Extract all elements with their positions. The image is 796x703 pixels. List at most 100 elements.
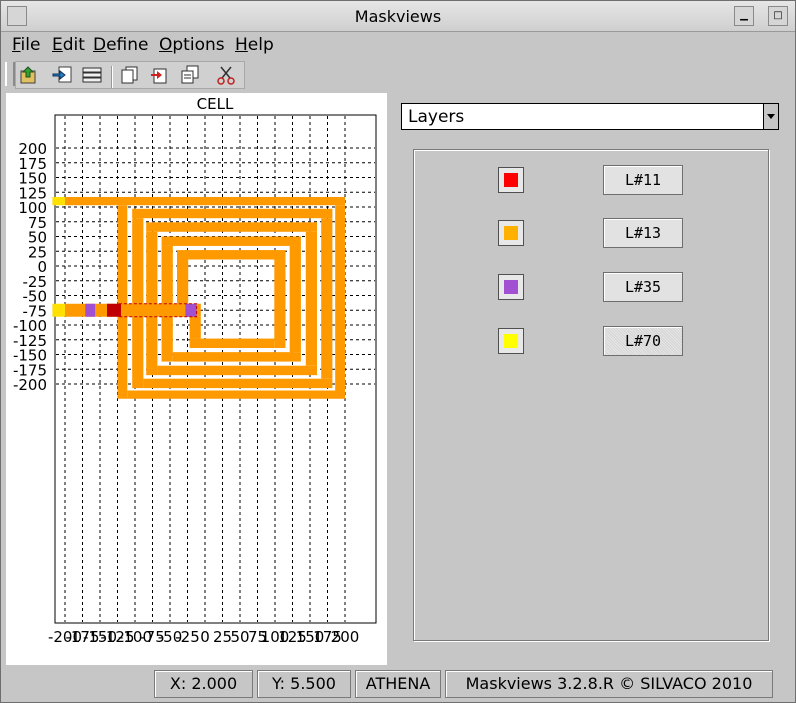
mask-shape-l13[interactable] (172, 352, 301, 362)
mask-shape-l70[interactable] (52, 196, 65, 206)
mask-shapes (52, 196, 345, 399)
x-tick-label: 0 (200, 628, 210, 646)
mask-shape-l13[interactable] (117, 205, 128, 399)
x-tick-label: -175 (65, 628, 99, 646)
mask-shape-l11[interactable] (107, 303, 121, 317)
x-tick-label: -125 (100, 628, 134, 646)
cell-view[interactable]: CELL 200 175 150 125 100 75 50 25 0 -25 -50 -75 -100… (6, 93, 387, 665)
y-tick-label: 200 (18, 140, 47, 158)
x-tick-label: 150 (296, 628, 325, 646)
mask-shape-l13[interactable] (305, 231, 317, 366)
chevron-down-icon[interactable] (763, 104, 778, 129)
x-axis-ticks: -200-175-150-125-100-75-50-25 0 2550751001… (48, 628, 359, 646)
mask-shape-l13[interactable] (274, 259, 286, 349)
x-tick-label: -200 (48, 628, 82, 646)
mask-shape-l13[interactable] (132, 218, 144, 389)
open-icon[interactable] (19, 65, 41, 85)
toolbar-grip[interactable] (5, 62, 15, 86)
mask-shape-l13[interactable] (189, 338, 275, 349)
status-y: Y: 5.500 (257, 670, 351, 698)
mask-shape-l13[interactable] (65, 196, 345, 206)
y-tick-label: 175 (18, 155, 47, 173)
mask-shape-l13[interactable] (177, 250, 286, 260)
x-tick-label: 75 (248, 628, 267, 646)
y-tick-label: 50 (28, 229, 47, 247)
layers-selector[interactable]: Layers (401, 103, 779, 130)
layers-stack-icon[interactable] (81, 65, 103, 85)
duplicate-icon[interactable] (179, 65, 201, 85)
menu-bar: File Edit Define Options Help (1, 32, 795, 58)
y-tick-label: 150 (18, 170, 47, 188)
layer-button-l70[interactable]: L#70 (603, 326, 683, 356)
mask-shape-l13[interactable] (321, 218, 333, 379)
layer-color-swatch[interactable] (498, 167, 524, 193)
menu-help[interactable]: Help (235, 35, 274, 55)
x-tick-label: 175 (313, 628, 342, 646)
mask-shape-l13[interactable] (65, 303, 201, 317)
maximize-icon[interactable]: □ (768, 6, 788, 26)
toolbar-separator (111, 66, 113, 88)
mask-shape-l13[interactable] (127, 390, 345, 399)
menu-edit[interactable]: Edit (52, 35, 85, 55)
x-tick-label: 50 (230, 628, 249, 646)
y-tick-label: 100 (18, 199, 47, 217)
layer-color-swatch[interactable] (498, 274, 524, 300)
mask-shape-l13[interactable] (289, 245, 301, 353)
mask-shape-l13[interactable] (335, 205, 345, 391)
mask-shape-l13[interactable] (132, 208, 333, 219)
x-tick-label: -100 (118, 628, 152, 646)
x-tick-label: -25 (175, 628, 200, 646)
mask-shape-l35[interactable] (185, 303, 197, 317)
mask-shape-l13[interactable] (161, 236, 301, 246)
minimize-icon[interactable]: ▁ (734, 6, 754, 26)
menu-options[interactable]: Options (159, 35, 225, 55)
layer-button-l35[interactable]: L#35 (603, 272, 683, 302)
layer-color-swatch[interactable] (498, 328, 524, 354)
y-tick-label: 125 (18, 184, 47, 202)
x-tick-label: 125 (278, 628, 307, 646)
copy-icon[interactable] (119, 65, 141, 85)
title-bar: Maskviews ▁ □ (1, 1, 795, 32)
mask-shape-l13[interactable] (157, 365, 317, 376)
layers-pane: Layers L#11 L#13 L#35 L#70 (389, 93, 791, 665)
x-tick-label: -75 (140, 628, 165, 646)
layer-button-l13[interactable]: L#13 (603, 218, 683, 248)
status-x: X: 2.000 (154, 670, 253, 698)
x-tick-label: -50 (158, 628, 183, 646)
x-tick-label: 200 (331, 628, 360, 646)
menu-define[interactable]: Define (93, 35, 149, 55)
y-tick-label: -175 (13, 361, 47, 379)
x-tick-label: -150 (83, 628, 117, 646)
menu-file[interactable]: File (12, 35, 41, 55)
mask-shape-l13[interactable] (177, 259, 189, 317)
y-tick-label: -100 (13, 317, 47, 335)
x-tick-label: 100 (261, 628, 290, 646)
layer-row: L#13 (414, 218, 768, 248)
layers-selector-value: Layers (408, 107, 465, 127)
layer-row: L#70 (414, 326, 768, 356)
mask-shape-l13[interactable] (189, 316, 201, 339)
mask-shape-l13[interactable] (146, 222, 317, 232)
delete-icon[interactable] (149, 65, 171, 85)
y-tick-label: -150 (13, 347, 47, 365)
status-bar: X: 2.000 Y: 5.500 ATHENA Maskviews 3.2.8… (1, 668, 795, 702)
status-tool: ATHENA (355, 670, 441, 698)
y-axis-ticks: 2001751501251007550250-25-50-75-100-125-… (13, 140, 47, 394)
y-tick-label: -75 (23, 302, 48, 320)
mask-shape-l35[interactable] (85, 303, 96, 317)
y-tick-label: 0 (37, 258, 47, 276)
mask-shape-l70[interactable] (52, 303, 65, 317)
layer-button-l11[interactable]: L#11 (603, 165, 683, 195)
import-icon[interactable] (51, 65, 73, 85)
cut-icon[interactable] (215, 65, 237, 85)
y-tick-label: -200 (13, 376, 47, 394)
window-menu-icon[interactable] (7, 6, 27, 26)
layer-row: L#35 (414, 272, 768, 302)
mask-shape-l13[interactable] (143, 378, 333, 389)
y-tick-label: -125 (13, 332, 47, 350)
layer-color-swatch[interactable] (498, 220, 524, 246)
layout-canvas[interactable]: CELL 2001751501251007550250-25-50-75-100… (6, 93, 387, 665)
y-tick-label: 25 (28, 243, 47, 261)
toolbar (1, 59, 795, 89)
window-title: Maskviews (354, 7, 442, 26)
